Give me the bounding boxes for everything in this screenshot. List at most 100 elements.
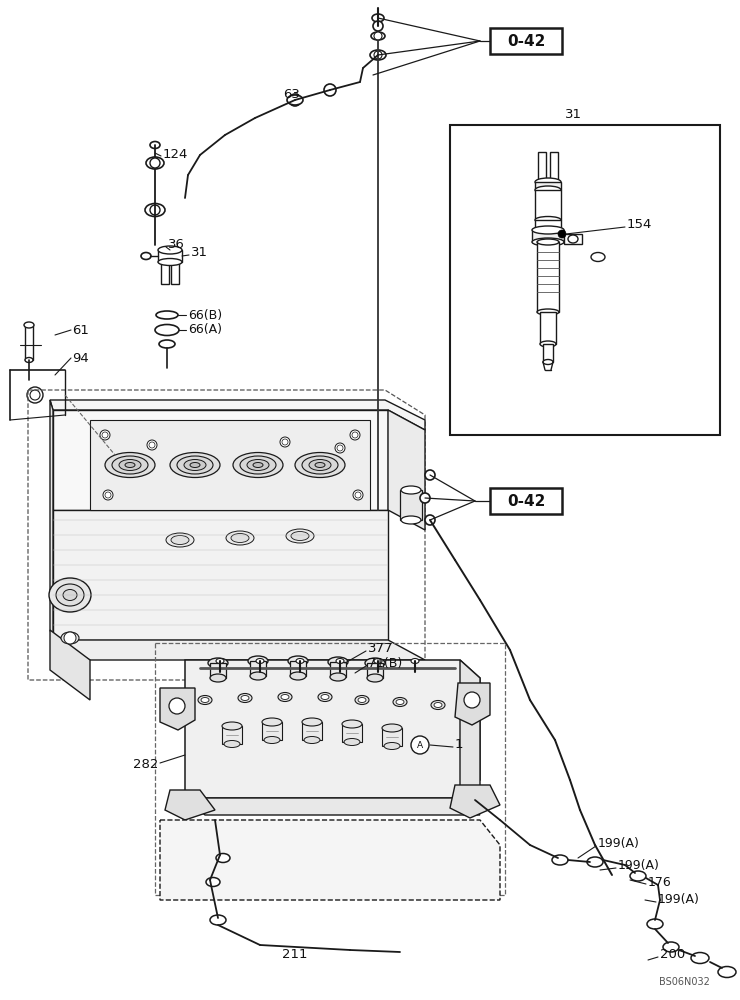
Ellipse shape xyxy=(231,534,249,542)
Ellipse shape xyxy=(302,456,338,474)
Circle shape xyxy=(282,439,288,445)
Ellipse shape xyxy=(552,855,568,865)
Text: 71(B): 71(B) xyxy=(368,656,403,670)
Ellipse shape xyxy=(158,246,182,254)
Ellipse shape xyxy=(287,95,303,105)
Ellipse shape xyxy=(365,658,385,668)
Ellipse shape xyxy=(145,204,165,217)
Circle shape xyxy=(353,490,363,500)
Ellipse shape xyxy=(190,462,200,468)
Ellipse shape xyxy=(210,674,226,682)
Bar xyxy=(25,325,33,360)
Ellipse shape xyxy=(226,531,254,545)
Ellipse shape xyxy=(371,32,385,40)
Ellipse shape xyxy=(248,656,268,666)
Ellipse shape xyxy=(321,694,329,700)
Circle shape xyxy=(373,21,383,31)
Ellipse shape xyxy=(295,452,345,478)
Ellipse shape xyxy=(241,696,249,700)
Circle shape xyxy=(289,94,301,106)
Bar xyxy=(543,344,553,362)
Ellipse shape xyxy=(256,658,264,664)
Ellipse shape xyxy=(718,966,736,978)
Circle shape xyxy=(30,390,40,400)
Ellipse shape xyxy=(663,942,679,952)
Text: 31: 31 xyxy=(191,246,208,259)
Polygon shape xyxy=(185,798,480,815)
Ellipse shape xyxy=(532,238,564,246)
Text: 154: 154 xyxy=(627,218,653,231)
Ellipse shape xyxy=(105,452,155,478)
Circle shape xyxy=(352,432,358,438)
Ellipse shape xyxy=(537,239,559,245)
Circle shape xyxy=(105,492,111,498)
Ellipse shape xyxy=(591,252,605,261)
Ellipse shape xyxy=(370,50,386,60)
Bar xyxy=(290,661,306,676)
Circle shape xyxy=(425,515,435,525)
Text: 282: 282 xyxy=(132,758,158,772)
Bar xyxy=(210,663,226,678)
Ellipse shape xyxy=(367,674,383,682)
Ellipse shape xyxy=(568,235,578,243)
Circle shape xyxy=(100,430,110,440)
Text: 199(A): 199(A) xyxy=(618,858,660,871)
Ellipse shape xyxy=(630,871,646,881)
Polygon shape xyxy=(90,420,370,510)
Ellipse shape xyxy=(166,533,194,547)
Bar xyxy=(490,28,562,54)
Text: 211: 211 xyxy=(282,948,308,962)
Bar xyxy=(367,663,383,678)
Ellipse shape xyxy=(206,878,220,886)
Circle shape xyxy=(558,230,566,238)
Ellipse shape xyxy=(372,14,384,22)
Polygon shape xyxy=(50,400,53,640)
Bar xyxy=(532,230,564,242)
Ellipse shape xyxy=(286,529,314,543)
Ellipse shape xyxy=(170,452,220,478)
Ellipse shape xyxy=(358,698,366,702)
Text: 66(A): 66(A) xyxy=(188,324,222,336)
Ellipse shape xyxy=(540,341,556,347)
Circle shape xyxy=(374,51,382,59)
Ellipse shape xyxy=(401,486,421,494)
Circle shape xyxy=(149,442,155,448)
Ellipse shape xyxy=(125,462,135,468)
Ellipse shape xyxy=(141,252,151,259)
Circle shape xyxy=(335,443,345,453)
Circle shape xyxy=(337,445,343,451)
Text: 31: 31 xyxy=(565,108,582,121)
Circle shape xyxy=(280,437,290,447)
Ellipse shape xyxy=(328,657,348,667)
Polygon shape xyxy=(165,790,215,820)
Ellipse shape xyxy=(222,722,242,730)
Ellipse shape xyxy=(384,742,400,750)
Ellipse shape xyxy=(396,700,404,704)
Ellipse shape xyxy=(344,738,360,746)
Polygon shape xyxy=(53,410,388,510)
Text: 0-42: 0-42 xyxy=(507,493,545,508)
Ellipse shape xyxy=(691,952,709,964)
Text: 36: 36 xyxy=(168,237,185,250)
Polygon shape xyxy=(460,660,480,798)
Ellipse shape xyxy=(434,702,442,708)
Circle shape xyxy=(169,698,185,714)
Ellipse shape xyxy=(315,462,325,468)
Circle shape xyxy=(355,492,361,498)
Ellipse shape xyxy=(296,658,304,664)
Ellipse shape xyxy=(278,692,292,702)
Ellipse shape xyxy=(208,658,228,668)
Circle shape xyxy=(374,32,382,40)
Bar xyxy=(161,262,169,284)
Polygon shape xyxy=(53,640,425,660)
Bar xyxy=(342,724,362,742)
Ellipse shape xyxy=(61,632,79,644)
Ellipse shape xyxy=(342,720,362,728)
Bar xyxy=(330,662,346,677)
Circle shape xyxy=(464,692,480,708)
Text: 1: 1 xyxy=(455,738,463,752)
Bar xyxy=(564,234,582,244)
Bar xyxy=(535,182,561,190)
Polygon shape xyxy=(50,630,90,700)
Circle shape xyxy=(103,490,113,500)
